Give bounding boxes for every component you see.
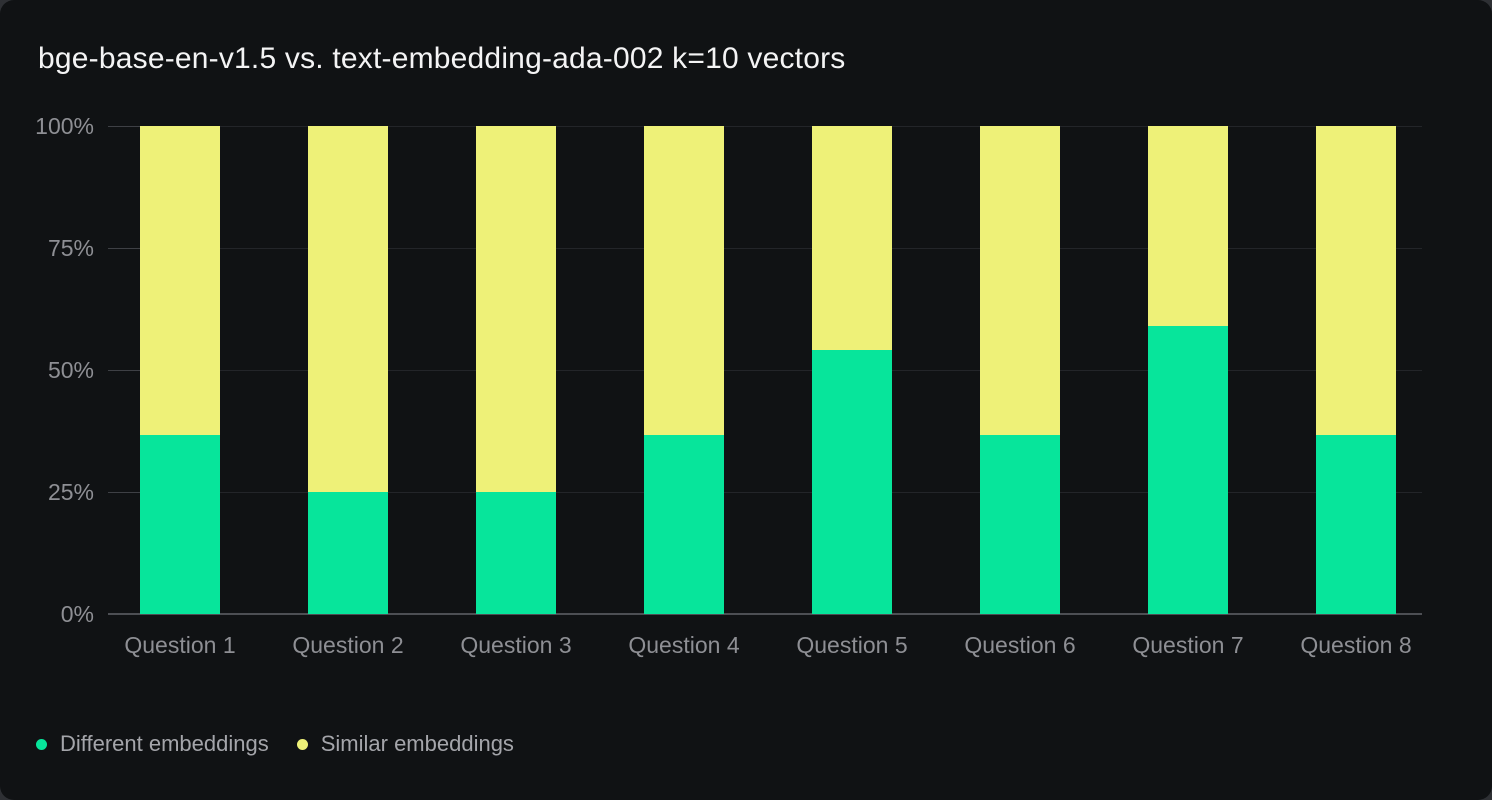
y-axis-label: 25% [47,479,94,505]
bar-question-4 [644,126,724,614]
bar-question-1 [140,126,220,614]
x-axis-label: Question 8 [1300,632,1412,658]
bar-question-5 [812,126,892,614]
legend-dot-icon [296,738,308,750]
legend-item-similar-embeddings[interactable]: Similar embeddings [296,731,514,757]
x-axis-label: Question 6 [964,632,1076,658]
bar-segment-different-embeddings[interactable] [644,434,724,614]
y-tick [108,248,140,249]
bar-question-2 [308,126,388,614]
gridline [108,492,1422,493]
bar-segment-different-embeddings[interactable] [308,492,388,614]
bar-question-7 [1148,126,1228,614]
bar-segment-different-embeddings[interactable] [1316,434,1396,614]
y-tick [108,370,140,371]
bar-segment-similar-embeddings[interactable] [644,126,724,435]
bar-segment-similar-embeddings[interactable] [1316,126,1396,435]
chart-title: bge-base-en-v1.5 vs. text-embedding-ada-… [38,42,846,75]
x-axis-label: Question 5 [796,632,908,658]
gridline [108,248,1422,249]
gridline [108,370,1422,371]
bar-question-6 [980,126,1060,614]
bar-segment-similar-embeddings[interactable] [812,126,892,350]
y-axis-label: 50% [47,357,94,383]
bar-segment-different-embeddings[interactable] [476,492,556,614]
bar-segment-similar-embeddings[interactable] [476,126,556,492]
x-axis-label: Question 4 [628,632,740,658]
bar-segment-similar-embeddings[interactable] [1148,126,1228,327]
y-tick [108,492,140,493]
bar-question-3 [476,126,556,614]
legend-item-different-embeddings[interactable]: Different embeddings [36,731,269,757]
y-tick [108,126,140,127]
y-axis-label: 75% [47,235,94,261]
legend: Different embeddings Similar embeddings [36,731,514,757]
bar-segment-different-embeddings[interactable] [980,434,1060,614]
bar-segment-similar-embeddings[interactable] [308,126,388,492]
bar-segment-different-embeddings[interactable] [812,350,892,614]
bar-segment-different-embeddings[interactable] [1148,326,1228,614]
y-axis-label: 0% [60,601,94,627]
legend-item-label: Similar embeddings [320,731,514,756]
legend-item-label: Different embeddings [60,731,269,756]
plot-area: 0% 25% 50% 75% 100% [35,113,1422,627]
x-axis-label: Question 2 [292,632,404,658]
x-axis-label: Question 7 [1132,632,1244,658]
y-axis-label: 100% [35,113,94,139]
x-axis-label: Question 3 [460,632,572,658]
x-axis-line [108,613,1422,615]
gridline [108,126,1422,127]
bar-question-8 [1316,126,1396,614]
legend-dot-icon [36,738,47,750]
bar-segment-similar-embeddings[interactable] [140,126,220,435]
bar-segment-different-embeddings[interactable] [140,434,220,614]
x-axis-label: Question 1 [124,632,236,658]
bar-segment-similar-embeddings[interactable] [980,126,1060,435]
